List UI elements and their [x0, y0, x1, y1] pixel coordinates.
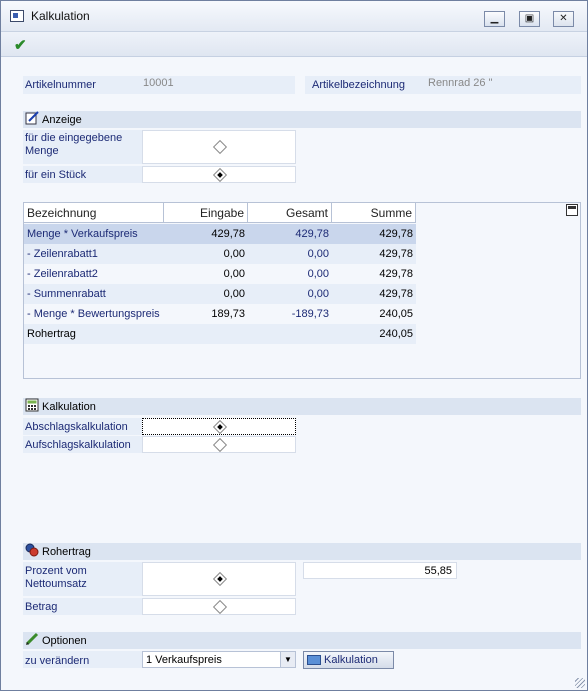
- optionen-title: Optionen: [42, 635, 87, 647]
- resize-grip-icon[interactable]: [575, 678, 585, 688]
- zu-veraendern-label: zu verändern: [25, 655, 90, 667]
- artikelbezeichnung-row: [305, 76, 581, 94]
- cell-eingabe: 0,00: [223, 288, 245, 300]
- coins-icon: [25, 543, 39, 557]
- anzeige-option2-radio[interactable]: [212, 167, 228, 183]
- app-icon: [10, 10, 24, 22]
- zu-veraendern-value: 1 Verkaufspreis: [146, 654, 222, 666]
- artikelbezeichnung-label: Artikelbezeichnung: [312, 79, 405, 91]
- cell-gesamt: 0,00: [307, 268, 329, 280]
- cell-gesamt: -189,73: [291, 308, 329, 320]
- cell-summe: 429,78: [379, 248, 413, 260]
- column-header-eingabe[interactable]: Eingabe: [164, 203, 248, 223]
- kalkulation-button-label: Kalkulation: [324, 654, 378, 666]
- cell-bezeichnung: Menge * Verkaufspreis: [27, 228, 138, 240]
- cell-summe: 429,78: [379, 268, 413, 280]
- cell-gesamt: 429,78: [295, 228, 329, 240]
- kalkulation-button[interactable]: Kalkulation: [303, 651, 394, 669]
- kalkulation-title: Kalkulation: [42, 401, 96, 413]
- rohertrag-option1-radio[interactable]: [212, 571, 228, 587]
- cell-eingabe: 429,78: [211, 228, 245, 240]
- cell-bezeichnung: - Summenrabatt: [27, 288, 106, 300]
- kalkulation-option1-field[interactable]: [142, 418, 296, 435]
- kalkulation-option2-label: Aufschlagskalkulation: [25, 439, 131, 451]
- column-header-bezeichnung[interactable]: Bezeichnung: [24, 203, 164, 223]
- cell-bezeichnung: - Zeilenrabatt2: [27, 268, 98, 280]
- rohertrag-option2-radio[interactable]: [212, 599, 228, 615]
- cell-gesamt: 0,00: [307, 248, 329, 260]
- calculator-icon: [25, 398, 39, 412]
- table-row[interactable]: - Summenrabatt 0,00 0,00 429,78: [24, 284, 416, 304]
- close-button[interactable]: ✕: [553, 11, 574, 27]
- kalkulation-option1-radio[interactable]: [212, 419, 228, 435]
- window-title: Kalkulation: [31, 9, 90, 23]
- rohertrag-option2-field[interactable]: [142, 598, 296, 615]
- optionen-section-header: Optionen: [23, 632, 581, 649]
- edit-note-icon: [25, 111, 39, 125]
- cell-eingabe: 189,73: [211, 308, 245, 320]
- column-header-gesamt[interactable]: Gesamt: [248, 203, 332, 223]
- cell-summe: 429,78: [379, 228, 413, 240]
- rohertrag-section-header: Rohertrag: [23, 543, 581, 560]
- kalkulation-option1-label: Abschlagskalkulation: [25, 421, 128, 433]
- artikelbezeichnung-value: Rennrad 26 ": [428, 77, 493, 89]
- cell-gesamt: 0,00: [307, 288, 329, 300]
- anzeige-option1-label: für die eingegebene Menge: [25, 132, 123, 157]
- table-row[interactable]: - Menge * Bewertungspreis 189,73 -189,73…: [24, 304, 416, 324]
- rohertrag-percent-input[interactable]: 55,85: [303, 562, 457, 579]
- zu-veraendern-select[interactable]: 1 Verkaufspreis ▼: [142, 651, 296, 668]
- anzeige-option2-field[interactable]: [142, 166, 296, 183]
- maximize-button[interactable]: ▣: [519, 11, 540, 27]
- cell-eingabe: 0,00: [223, 248, 245, 260]
- rohertrag-percent-value: 55,85: [424, 565, 452, 577]
- toolbar: ✔: [1, 32, 587, 57]
- table-row[interactable]: - Zeilenrabatt2 0,00 0,00 429,78: [24, 264, 416, 284]
- confirm-check-icon[interactable]: ✔: [14, 37, 27, 54]
- artikelnummer-label: Artikelnummer: [25, 79, 96, 91]
- artikelnummer-value: 10001: [143, 77, 174, 89]
- table-header: Bezeichnung Eingabe Gesamt Summe: [24, 203, 416, 224]
- table-row[interactable]: Rohertrag 240,05: [24, 324, 416, 344]
- cell-bezeichnung: - Zeilenrabatt1: [27, 248, 98, 260]
- title-bar[interactable]: Kalkulation ▁ ▣ ✕: [1, 1, 587, 32]
- rohertrag-title: Rohertrag: [42, 546, 91, 558]
- cell-summe: 429,78: [379, 288, 413, 300]
- cell-bezeichnung: Rohertrag: [27, 328, 76, 340]
- cell-eingabe: [164, 324, 248, 344]
- kalkulation-section-header: Kalkulation: [23, 398, 581, 415]
- kalkulation-option2-field[interactable]: [142, 436, 296, 453]
- column-header-summe[interactable]: Summe: [332, 203, 416, 223]
- calculation-table: Bezeichnung Eingabe Gesamt Summe Menge *…: [23, 202, 581, 379]
- cell-gesamt: [248, 324, 332, 344]
- anzeige-title: Anzeige: [42, 114, 82, 126]
- rohertrag-option1-field[interactable]: [142, 562, 296, 596]
- table-maximize-icon[interactable]: [566, 204, 578, 216]
- cell-summe: 240,05: [379, 328, 413, 340]
- pencil-icon: [25, 632, 39, 646]
- table-row[interactable]: Menge * Verkaufspreis 429,78 429,78 429,…: [24, 224, 416, 244]
- kalkulation-option2-radio[interactable]: [212, 437, 228, 453]
- table-row[interactable]: - Zeilenrabatt1 0,00 0,00 429,78: [24, 244, 416, 264]
- anzeige-option1-field[interactable]: [142, 130, 296, 164]
- anzeige-section-header: Anzeige: [23, 111, 581, 128]
- cell-bezeichnung: - Menge * Bewertungspreis: [27, 308, 160, 320]
- chevron-down-icon[interactable]: ▼: [280, 652, 295, 667]
- cell-eingabe: 0,00: [223, 268, 245, 280]
- calculator-icon: [307, 655, 321, 665]
- cell-summe: 240,05: [379, 308, 413, 320]
- minimize-button[interactable]: ▁: [484, 11, 505, 27]
- artikelnummer-row: [23, 76, 295, 94]
- anzeige-option1-radio[interactable]: [212, 139, 228, 155]
- anzeige-option2-label: für ein Stück: [25, 169, 87, 181]
- rohertrag-option2-label: Betrag: [25, 601, 58, 613]
- rohertrag-option1-label: Prozent vom Nettoumsatz: [25, 565, 87, 590]
